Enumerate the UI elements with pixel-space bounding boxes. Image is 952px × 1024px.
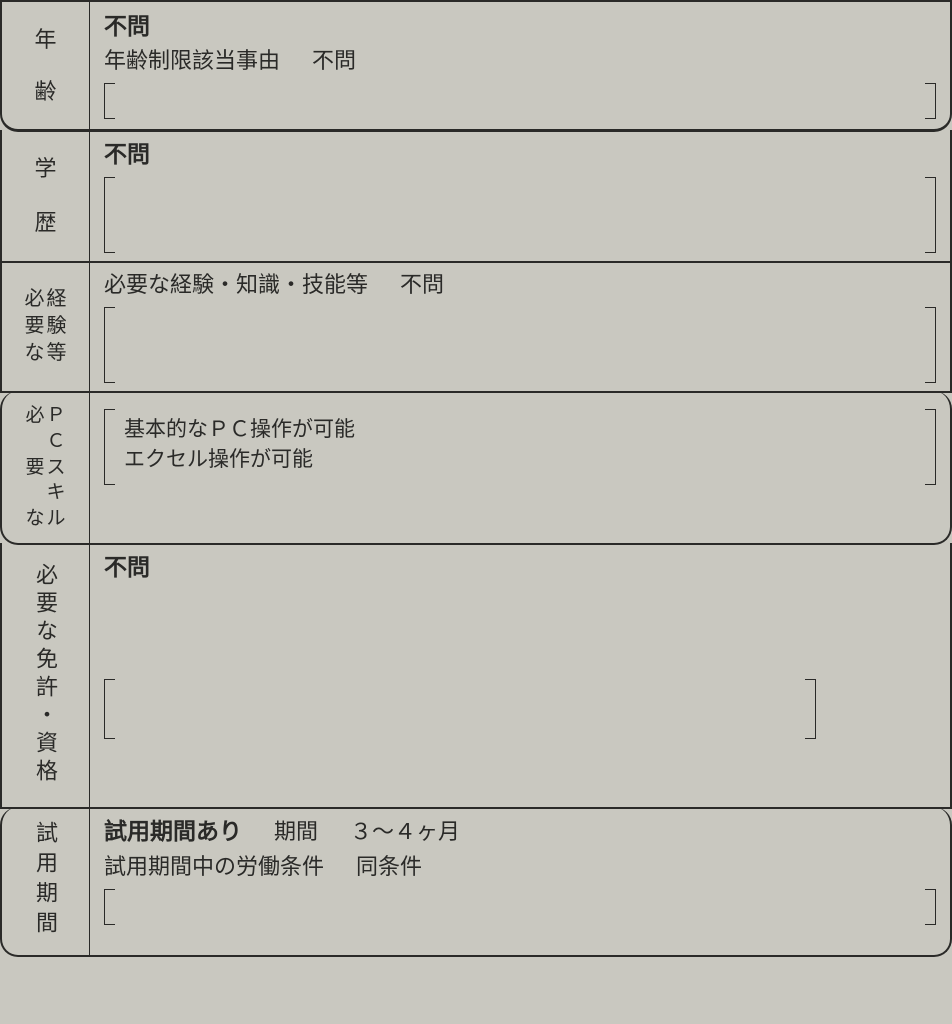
section-age: 年 齢 不問 年齢制限該当事由 不問 <box>0 0 952 132</box>
label-license-text: 必要な免許・資格 <box>29 563 62 787</box>
trial-period-label: 期間 <box>274 816 318 848</box>
content-education: 不問 <box>90 130 950 261</box>
pc-skill-bracket: 基本的なＰＣ操作が可能 エクセル操作が可能 <box>104 409 936 485</box>
trial-condition-label: 試用期間中の労働条件 <box>104 851 324 883</box>
label-license: 必要な免許・資格 <box>2 543 90 807</box>
content-trial: 試用期間あり 期間 ３～４ヶ月 試用期間中の労働条件 同条件 <box>90 807 950 955</box>
pc-skill-line1: 基本的なＰＣ操作が可能 <box>124 415 916 444</box>
label-age-bottom: 齢 <box>34 75 56 108</box>
label-edu-bottom: 歴 <box>34 206 56 239</box>
section-experience: 必 要 な 経 験 等 必要な経験・知識・技能等 不問 <box>0 261 952 393</box>
experience-bracket <box>104 307 936 383</box>
license-bracket-content <box>116 679 804 739</box>
label-exp-c1a: 必 <box>25 286 45 313</box>
trial-bracket-content <box>116 889 924 925</box>
trial-bracket <box>104 889 936 925</box>
trial-condition-value: 同条件 <box>356 851 422 883</box>
label-exp-c1b: 要 <box>25 313 45 340</box>
license-value: 不問 <box>104 551 936 584</box>
age-subline-value: 不問 <box>312 45 356 77</box>
section-pc-skill: 必 要 な Ｐ Ｃ ス キ ル 基本的なＰＣ操作が可能 <box>0 391 952 545</box>
label-trial-text: 試用期間 <box>29 821 62 941</box>
label-exp-c1c: な <box>25 340 45 367</box>
section-trial: 試用期間 試用期間あり 期間 ３～４ヶ月 試用期間中の労働条件 同条件 <box>0 807 952 957</box>
education-bracket <box>104 177 936 253</box>
label-trial: 試用期間 <box>2 807 90 955</box>
experience-line-value: 不問 <box>400 269 444 301</box>
label-edu-top: 学 <box>34 152 56 185</box>
pc-skill-line2: エクセル操作が可能 <box>124 445 916 474</box>
age-value: 不問 <box>104 10 936 43</box>
experience-bracket-content <box>116 307 924 383</box>
label-pc-skill: 必 要 な Ｐ Ｃ ス キ ル <box>2 391 90 543</box>
content-license: 不問 <box>90 543 950 807</box>
label-age: 年 齢 <box>2 2 90 129</box>
content-experience: 必要な経験・知識・技能等 不問 <box>90 261 950 391</box>
trial-period-value: ３～４ヶ月 <box>350 816 460 848</box>
section-education: 学 歴 不問 <box>0 130 952 263</box>
label-experience: 必 要 な 経 験 等 <box>2 261 90 391</box>
requirements-table: 年 齢 不問 年齢制限該当事由 不問 学 歴 不問 <box>0 0 952 957</box>
experience-line-label: 必要な経験・知識・技能等 <box>104 269 368 301</box>
age-subline-label: 年齢制限該当事由 <box>104 45 280 77</box>
label-exp-c2a: 経 <box>47 286 67 313</box>
education-value: 不問 <box>104 138 936 171</box>
label-age-top: 年 <box>34 23 56 56</box>
content-pc-skill: 基本的なＰＣ操作が可能 エクセル操作が可能 <box>90 391 950 543</box>
label-exp-c2c: 等 <box>47 340 67 367</box>
content-age: 不問 年齢制限該当事由 不問 <box>90 2 950 129</box>
age-bracket <box>104 83 936 119</box>
trial-headline: 試用期間あり <box>104 815 242 848</box>
label-exp-c2b: 験 <box>47 313 67 340</box>
section-license: 必要な免許・資格 不問 <box>0 543 952 809</box>
label-education: 学 歴 <box>2 130 90 261</box>
education-bracket-content <box>116 177 924 253</box>
license-bracket <box>104 679 816 739</box>
age-bracket-content <box>116 83 924 119</box>
